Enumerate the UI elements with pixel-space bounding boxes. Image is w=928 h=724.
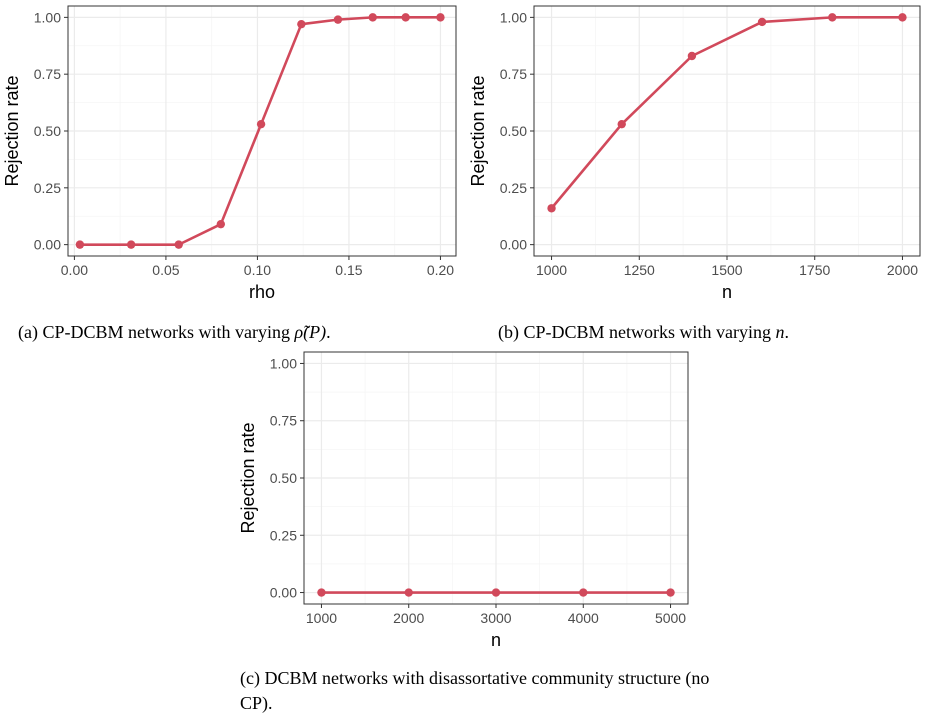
x-axis-title: n: [722, 282, 732, 302]
chart-panel-1: 0.00 0.25 0.50 0.75 1.00 0.00 0.05 0.10 0.15 0.20…: [2, 5, 457, 302]
y-tick-label: 1.00: [500, 9, 527, 25]
data-point: [401, 13, 410, 22]
y-tick-label: 0.50: [270, 470, 297, 486]
data-point: [368, 13, 377, 22]
data-point: [297, 19, 306, 29]
x-tick-label: 2000: [393, 610, 424, 626]
x-tick-label: 5000: [655, 610, 686, 626]
caption-panel-c: (c) DCBM networks with disassortative co…: [240, 666, 710, 716]
x-tick-label: 0.15: [335, 262, 362, 278]
data-point: [404, 588, 413, 597]
data-point: [174, 240, 183, 249]
data-point: [491, 588, 501, 597]
data-point: [617, 119, 626, 129]
y-tick-label: 0.25: [270, 527, 297, 543]
caption-b-math: n: [775, 322, 785, 342]
data-point: [436, 13, 445, 22]
data-point: [317, 588, 326, 597]
series-line: [79, 16, 441, 246]
y-tick-label: 0.25: [34, 180, 61, 196]
x-axis-title: rho: [249, 282, 275, 302]
y-tick-label: 0.00: [500, 237, 527, 253]
data-point: [126, 240, 136, 249]
data-point: [898, 13, 907, 22]
y-tick-label: 1.00: [270, 355, 297, 371]
y-tick-label: 0.75: [270, 413, 297, 429]
y-axis-title: Rejection rate: [468, 75, 488, 186]
y-axis-title: Rejection rate: [2, 75, 22, 186]
data-point: [216, 219, 226, 229]
y-axis-title: Rejection rate: [238, 422, 258, 533]
y-tick-label: 1.00: [34, 9, 61, 25]
data-point: [757, 17, 767, 27]
caption-b-suffix: .: [784, 322, 790, 342]
series-line: [550, 16, 903, 210]
chart-panel-3: 0.00 0.25 0.50 0.75 1.00 1000 2000 3000 4000 5000…: [238, 351, 689, 650]
x-tick-label: 1000: [536, 262, 567, 278]
data-point: [666, 588, 675, 597]
y-tick-label: 0.25: [500, 180, 527, 196]
caption-a-text: (a) CP-DCBM networks with varying: [18, 322, 295, 342]
x-tick-label: 0.10: [244, 262, 271, 278]
x-tick-label: 0.05: [152, 262, 179, 278]
caption-a-math: ρ̃(P): [294, 322, 327, 342]
y-tick-label: 0.75: [500, 66, 527, 82]
x-tick-label: 0.00: [61, 262, 88, 278]
data-point: [256, 119, 266, 129]
x-tick-label: 1000: [306, 610, 337, 626]
data-point: [75, 240, 85, 249]
data-point: [547, 204, 556, 213]
y-tick-label: 0.75: [34, 66, 61, 82]
x-tick-label: 3000: [480, 610, 511, 626]
x-tick-label: 0.20: [427, 262, 454, 278]
y-tick-label: 0.50: [500, 123, 527, 139]
y-tick-label: 0.00: [270, 585, 297, 601]
x-axis-title: n: [491, 630, 501, 650]
x-tick-label: 1750: [799, 262, 830, 278]
data-point: [333, 15, 343, 24]
data-point: [687, 51, 697, 61]
y-tick-label: 0.50: [34, 123, 61, 139]
x-tick-label: 4000: [568, 610, 599, 626]
data-point: [828, 13, 837, 22]
x-tick-label: 2000: [887, 262, 918, 278]
x-tick-label: 1250: [624, 262, 655, 278]
caption-b-text: (b) CP-DCBM networks with varying: [498, 322, 776, 342]
y-tick-label: 0.00: [34, 237, 61, 253]
data-point: [579, 588, 588, 597]
caption-panel-b: (b) CP-DCBM networks with varying n.: [498, 320, 918, 345]
caption-a-suffix: .: [326, 322, 331, 342]
caption-panel-a: (a) CP-DCBM networks with varying ρ̃(P).: [18, 320, 458, 345]
chart-panel-2: 0.00 0.25 0.50 0.75 1.00 1000 1250 1500 1750 2000…: [468, 5, 921, 302]
caption-c-text: (c) DCBM networks with disassortative co…: [240, 668, 710, 713]
x-tick-label: 1500: [711, 262, 742, 278]
